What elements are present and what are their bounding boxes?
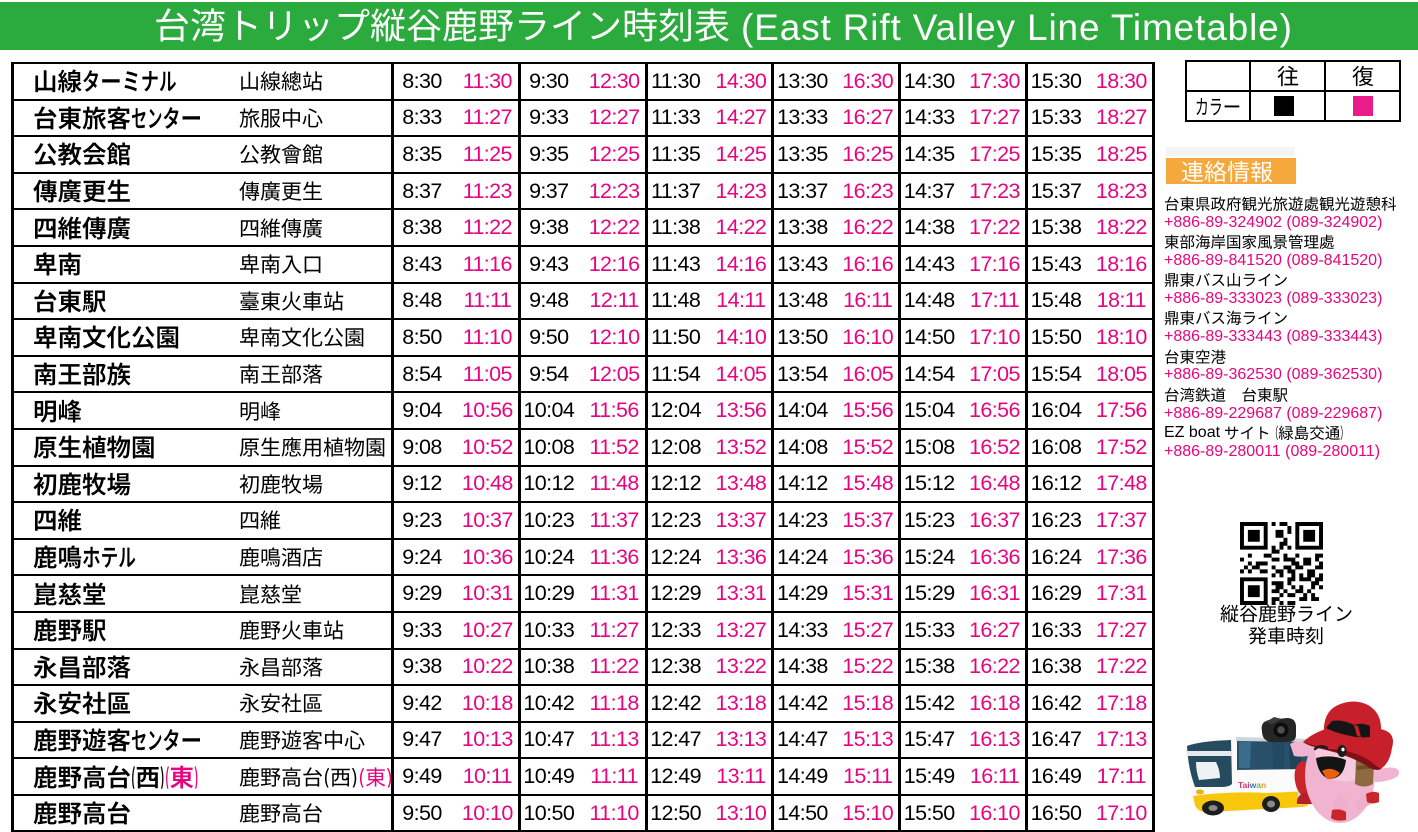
svg-text:Taiwan: Taiwan — [1238, 780, 1266, 790]
